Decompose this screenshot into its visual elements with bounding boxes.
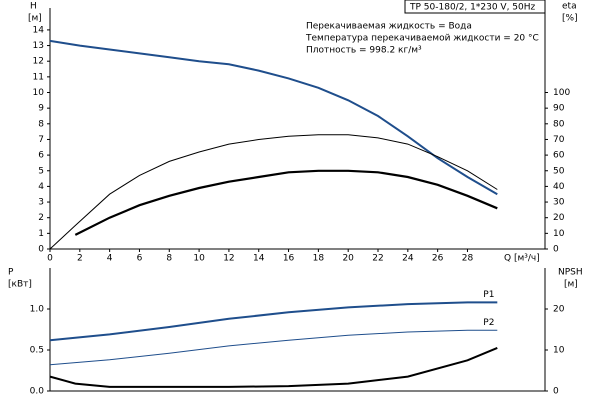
- y-tick-label: 8: [38, 119, 44, 129]
- curve-label: P1: [483, 290, 494, 300]
- curve: [49, 39, 498, 196]
- y2-tick-label: 10: [553, 346, 565, 356]
- y2-tick-label: 20: [553, 213, 565, 223]
- x-tick-label: 16: [283, 254, 295, 264]
- y-tick-label: 13: [33, 41, 44, 51]
- y2-axis-label: eta: [562, 2, 577, 12]
- x-tick-label: 24: [402, 254, 414, 264]
- x-tick-label: 12: [223, 254, 234, 264]
- y-tick-label: 14: [33, 25, 45, 35]
- y-tick-label: 10: [33, 88, 45, 98]
- x-tick-label: 14: [253, 254, 265, 264]
- y2-axis-unit: [%]: [562, 14, 578, 24]
- curve: [74, 169, 498, 236]
- y-tick-label: 7: [38, 135, 44, 145]
- annotation: Перекачиваемая жидкость = Вода: [306, 22, 472, 32]
- y-axis-label: P: [8, 268, 14, 278]
- y2-tick-label: 40: [553, 182, 565, 192]
- y-tick-label: 4: [38, 182, 44, 192]
- y-tick-label: 2: [38, 213, 44, 223]
- x-tick-label: 6: [137, 254, 143, 264]
- y-tick-label: 5: [38, 166, 44, 176]
- x-axis-label: Q [м³/ч]: [504, 254, 540, 264]
- y2-tick-label: 0: [553, 245, 559, 255]
- curve: [49, 346, 498, 388]
- curve: [49, 329, 498, 366]
- y-tick-label: 12: [33, 57, 44, 67]
- info-box: [404, 0, 546, 14]
- y-tick-label: 0.0: [30, 387, 45, 397]
- y-tick-label: 1: [38, 229, 44, 239]
- y2-axis-label: NPSH: [558, 268, 583, 278]
- y-tick-label: 9: [38, 104, 44, 114]
- y-tick-label: 11: [33, 72, 44, 82]
- y-tick-label: 0: [38, 245, 44, 255]
- x-tick-label: 28: [462, 254, 474, 264]
- x-tick-label: 2: [77, 254, 83, 264]
- y-tick-label: 6: [38, 151, 44, 161]
- y2-tick-label: 30: [553, 198, 565, 208]
- y-tick-label: 0.5: [30, 346, 44, 356]
- y2-tick-label: 10: [553, 229, 565, 239]
- y2-tick-label: 80: [553, 119, 565, 129]
- x-tick-label: 18: [313, 254, 325, 264]
- x-tick-label: 4: [107, 254, 113, 264]
- y-axis-unit: [м]: [28, 14, 42, 24]
- y-axis-unit: [кВт]: [8, 280, 32, 290]
- curve-label: P2: [483, 318, 494, 328]
- x-tick-label: 20: [342, 254, 354, 264]
- x-tick-label: 22: [372, 254, 383, 264]
- x-tick-label: 26: [432, 254, 444, 264]
- y2-tick-label: 70: [553, 135, 565, 145]
- y2-tick-label: 50: [553, 166, 565, 176]
- annotation: Температура перекачиваемой жидкости = 20…: [305, 34, 539, 44]
- y-tick-label: 3: [38, 198, 44, 208]
- x-tick-label: 0: [47, 254, 53, 264]
- y2-tick-label: 0: [553, 387, 559, 397]
- y-tick-label: 1.0: [30, 305, 45, 315]
- y-axis-label: H: [30, 2, 37, 12]
- y2-tick-label: 20: [553, 305, 565, 315]
- y2-tick-label: 60: [553, 151, 565, 161]
- curve: [49, 134, 498, 250]
- y2-tick-label: 100: [553, 88, 570, 98]
- product-label: TP 50-180/2, 1*230 V, 50Hz: [409, 3, 536, 13]
- annotation: Плотность = 998.2 кг/м³: [306, 46, 422, 56]
- x-tick-label: 10: [193, 254, 205, 264]
- y2-axis-unit: [м]: [564, 280, 578, 290]
- curve: [49, 301, 498, 342]
- y2-tick-label: 90: [553, 104, 565, 114]
- x-tick-label: 8: [166, 254, 172, 264]
